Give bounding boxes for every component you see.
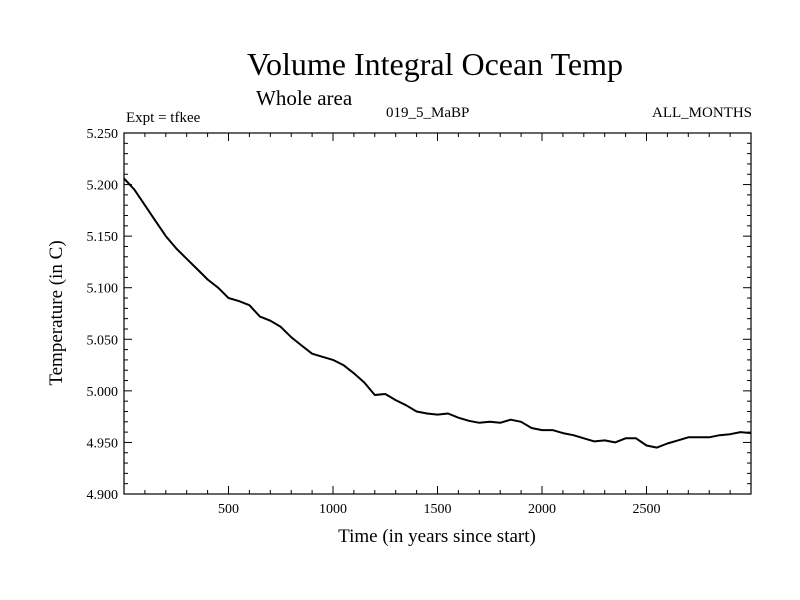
axis-ticks: 500 1000 1500 2000 2500 4.900 4.950 5.000 5.050 5… xyxy=(87,127,751,517)
y-tick-label: 5.150 xyxy=(87,230,119,245)
chart-title: Volume Integral Ocean Temp xyxy=(246,46,623,82)
y-tick-label: 5.000 xyxy=(87,385,119,400)
y-tick-label: 5.100 xyxy=(87,282,119,297)
x-tick-label: 2000 xyxy=(528,502,556,517)
x-tick-label: 1500 xyxy=(424,502,452,517)
run-id-label: 019_5_MaBP xyxy=(386,105,470,121)
series-group xyxy=(123,177,752,449)
y-tick-label: 5.250 xyxy=(87,127,119,142)
x-tick-label: 1000 xyxy=(319,502,347,517)
temperature-series-line xyxy=(123,177,752,449)
x-tick-label: 2500 xyxy=(633,502,661,517)
y-tick-label: 5.050 xyxy=(87,333,119,348)
y-axis-label: Temperature (in C) xyxy=(46,240,67,385)
y-tick-label: 5.200 xyxy=(87,179,119,194)
months-label: ALL_MONTHS xyxy=(652,105,752,121)
x-axis-label: Time (in years since start) xyxy=(338,526,536,547)
y-tick-label: 4.900 xyxy=(87,488,119,503)
experiment-label: Expt = tfkee xyxy=(126,110,201,126)
chart-subtitle: Whole area xyxy=(256,86,353,110)
y-tick-label: 4.950 xyxy=(87,436,119,451)
x-tick-label: 500 xyxy=(218,502,239,517)
plot-frame xyxy=(123,132,752,495)
